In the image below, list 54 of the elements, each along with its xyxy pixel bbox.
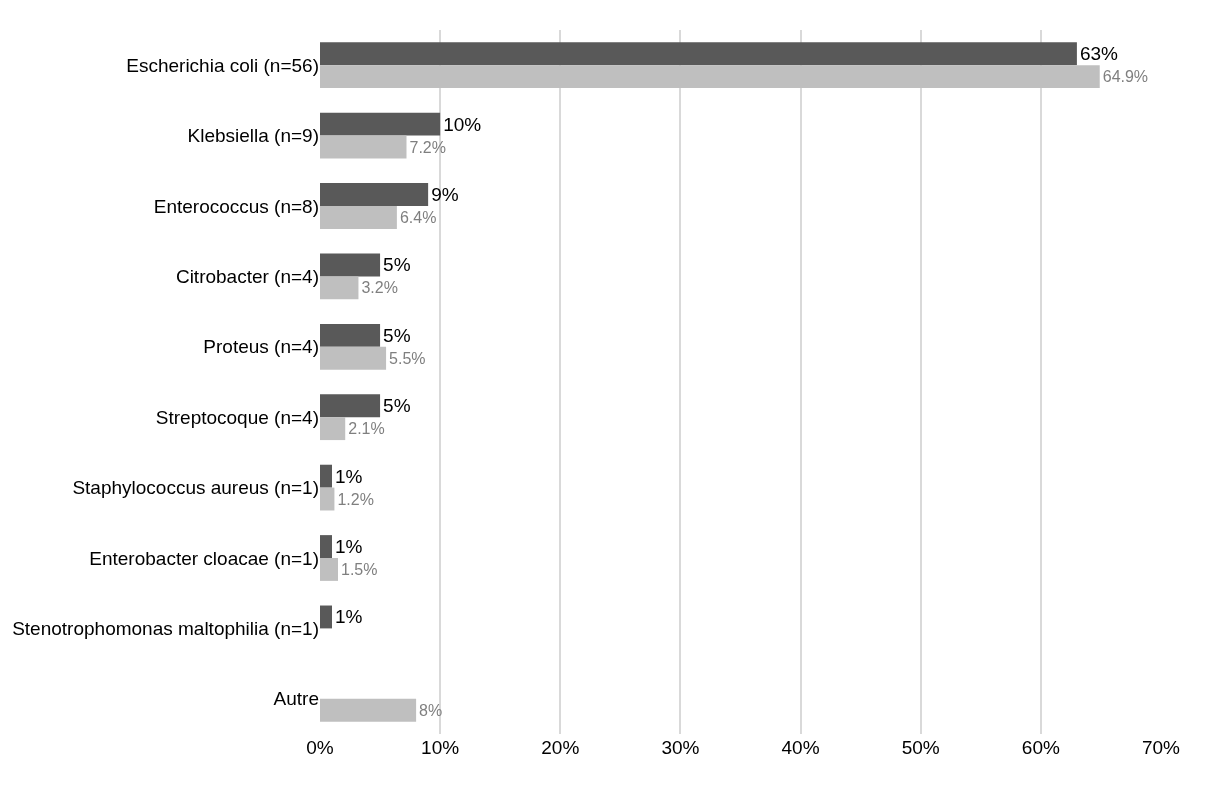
x-tick-label: 0% xyxy=(306,737,334,758)
x-tick-label: 50% xyxy=(901,737,940,758)
data-label: 63% xyxy=(1079,43,1119,65)
data-label: 1.2% xyxy=(337,490,374,508)
data-label: 3.2% xyxy=(361,279,398,297)
bar xyxy=(320,417,346,441)
data-label: 7.2% xyxy=(409,138,446,156)
data-label: 2.1% xyxy=(348,420,385,438)
data-label: 10% xyxy=(443,113,482,135)
data-label: 1% xyxy=(335,465,363,487)
data-label: 6.4% xyxy=(399,208,437,226)
data-label: 64.9% xyxy=(1102,68,1149,86)
x-tick-label: 20% xyxy=(541,737,580,758)
bar xyxy=(320,394,381,418)
bar xyxy=(320,276,359,300)
bar xyxy=(320,558,339,581)
y-tick-label: Escherichia coli (n=56) xyxy=(126,54,319,76)
bar xyxy=(320,487,335,511)
bar xyxy=(320,535,333,558)
bar xyxy=(320,112,441,136)
bar xyxy=(320,65,1100,89)
bar xyxy=(320,605,333,629)
bar xyxy=(320,253,381,277)
bar xyxy=(320,42,1077,66)
data-label: 1% xyxy=(335,536,363,558)
y-tick-label: Enterobacter cloacae (n=1) xyxy=(89,547,319,569)
y-tick-label: Autre xyxy=(273,688,319,710)
data-label: 5% xyxy=(383,324,411,346)
y-tick-label: Citrobacter (n=4) xyxy=(175,266,319,288)
data-label: 1.5% xyxy=(341,560,378,578)
bar xyxy=(320,206,397,229)
bar xyxy=(320,323,381,347)
bar xyxy=(320,464,333,488)
data-label: 1% xyxy=(335,606,363,628)
y-tick-label: Klebsiella (n=9) xyxy=(187,125,319,147)
data-label: 5.5% xyxy=(389,349,426,367)
x-tick-label: 70% xyxy=(1141,737,1181,758)
bar xyxy=(320,346,387,370)
x-tick-label: 60% xyxy=(1021,737,1060,758)
bar xyxy=(320,135,407,159)
data-label: 5% xyxy=(383,395,411,417)
bar xyxy=(320,183,429,206)
bar xyxy=(320,698,417,722)
data-label: 5% xyxy=(383,254,411,276)
x-tick-label: 30% xyxy=(661,737,700,758)
y-tick-label: Stenotrophomonas maltophilia (n=1) xyxy=(12,618,319,640)
x-tick-label: 10% xyxy=(421,737,460,758)
x-tick-label: 40% xyxy=(781,737,820,758)
data-label: 8% xyxy=(419,701,443,719)
y-tick-label: Proteus (n=4) xyxy=(203,336,319,358)
y-tick-label: Staphylococcus aureus (n=1) xyxy=(72,477,319,499)
data-label: 9% xyxy=(431,184,459,206)
y-tick-label: Streptocoque (n=4) xyxy=(155,406,319,428)
y-tick-label: Enterococcus (n=8) xyxy=(153,195,319,217)
